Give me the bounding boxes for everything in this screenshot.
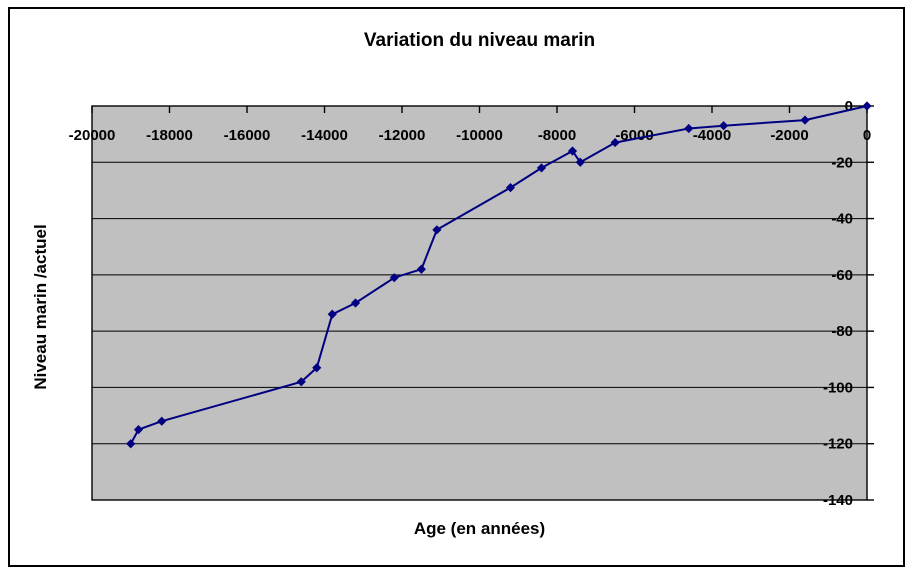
x-tick-label: -20000 <box>69 127 116 144</box>
data-point-marker <box>432 225 442 235</box>
data-point-marker <box>126 439 136 449</box>
data-point-marker <box>800 115 810 125</box>
y-tick-label: -120 <box>823 436 853 453</box>
data-point-marker <box>719 121 729 131</box>
x-tick-label: -2000 <box>770 127 808 144</box>
x-tick-label: -16000 <box>224 127 271 144</box>
x-tick-label: -12000 <box>379 127 426 144</box>
data-point-marker <box>610 137 620 148</box>
data-point-marker <box>684 123 694 134</box>
data-point-marker <box>389 273 399 283</box>
x-tick-label: -4000 <box>693 127 731 144</box>
y-tick-label: -100 <box>823 379 853 396</box>
data-point-marker <box>536 163 547 173</box>
chart-title: Variation du niveau marin <box>363 30 596 51</box>
x-tick-label: -18000 <box>146 127 193 144</box>
y-tick-label: -60 <box>831 267 853 284</box>
x-axis-title: Age (en années) <box>413 519 546 538</box>
data-point-marker <box>350 298 361 308</box>
y-tick-label: -20 <box>831 154 853 171</box>
y-tick-label: -40 <box>831 211 853 228</box>
y-tick-label: 0 <box>845 98 853 115</box>
data-point-marker <box>567 146 578 156</box>
x-tick-label: 0 <box>863 127 871 144</box>
plot-background <box>92 106 867 500</box>
data-point-marker <box>312 363 322 373</box>
data-point-marker <box>862 101 872 111</box>
x-tick-label: -8000 <box>538 127 576 144</box>
x-tick-label: -14000 <box>301 127 348 144</box>
data-point-marker <box>505 183 516 193</box>
data-point-marker <box>133 425 144 435</box>
data-point-marker <box>296 377 306 387</box>
y-tick-label: -80 <box>831 323 853 340</box>
data-point-marker <box>416 264 426 274</box>
data-point-marker <box>327 309 337 319</box>
y-tick-label: -140 <box>823 492 853 509</box>
data-point-marker <box>575 157 585 167</box>
data-point-marker <box>157 416 167 426</box>
x-tick-label: -10000 <box>456 127 503 144</box>
